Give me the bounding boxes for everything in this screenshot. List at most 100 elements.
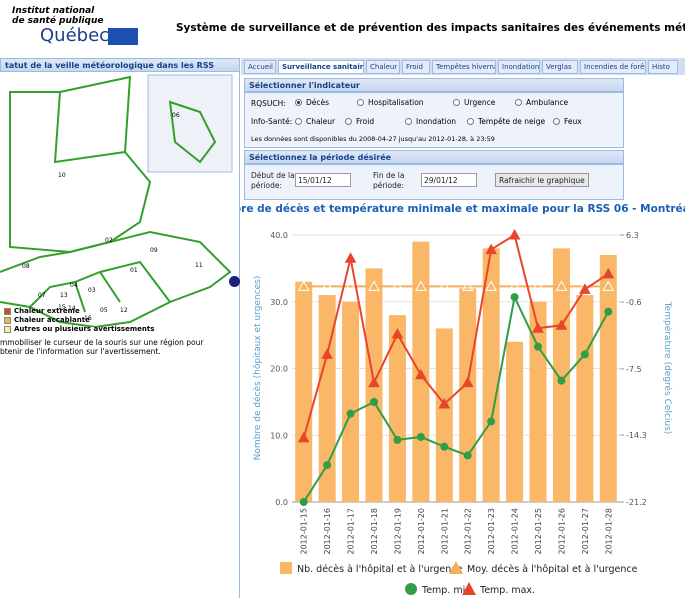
point: [602, 267, 615, 279]
x-tick-label: 2012-01-23: [487, 508, 496, 555]
point: [510, 293, 519, 302]
radio-label: Froid: [356, 117, 375, 126]
section-title: Sélectionner l'indicateur: [244, 78, 624, 92]
radio-label: Tempête de neige: [478, 117, 546, 126]
indicator-form: RQSUCH: Décès Hospitalisation Urgence Ambula…: [244, 92, 624, 148]
point: [346, 409, 355, 418]
point: [321, 280, 333, 291]
bar: [552, 248, 570, 502]
x-tick-label: 2012-01-21: [440, 508, 449, 555]
x-tick-label: 2012-01-24: [511, 508, 520, 555]
legend-swatch: [449, 561, 463, 574]
radio[interactable]: [295, 99, 302, 106]
point: [579, 283, 591, 294]
x-tick-label: 2012-01-16: [323, 508, 332, 555]
y-tick-label: 10.0: [270, 431, 288, 440]
map-legend: Chaleur extrême Chaleur accablante Autres …: [0, 307, 240, 388]
point: [368, 280, 380, 291]
tab-bar: Accueil Surveillance sanitaire Chaleur Froi…: [241, 58, 685, 75]
tab[interactable]: Verglas: [542, 60, 578, 74]
radio[interactable]: [453, 99, 460, 106]
period-form: Début de la période: 15/01/12 Fin de la …: [244, 164, 624, 200]
point: [487, 417, 496, 426]
map-svg: 10 02 09 08 04 03 01 11 07 13 15 14 16 05 12 06: [0, 74, 233, 327]
note: Les données sont disponibles du 2008-04-…: [251, 135, 495, 143]
y2-tick-label: -21.2: [626, 498, 647, 507]
refresh-button[interactable]: Rafraichir le graphique: [495, 173, 589, 187]
tab[interactable]: Tempêtes hivernales: [432, 60, 496, 74]
x-tick-label: 2012-01-17: [347, 508, 356, 555]
app-title: Système de surveillance et de prévention…: [176, 22, 685, 34]
map-label: 13: [60, 292, 68, 299]
point: [557, 376, 566, 385]
inset: [147, 74, 233, 173]
point: [532, 322, 544, 333]
legend-label: Nb. décès à l'hôpital et à l'urgence: [297, 564, 462, 575]
bar: [388, 315, 406, 502]
map-label: 11: [195, 262, 203, 269]
left-panel: tatut de la veille météorologique dans l…: [0, 58, 240, 598]
label: Début de la: [251, 171, 295, 180]
map-label: 07: [38, 292, 46, 299]
radio[interactable]: [405, 118, 412, 125]
label: Fin de la: [373, 171, 405, 180]
header: Institut national de santé publique Québ…: [0, 0, 685, 50]
chart-title: Nombre de décès et température minimale …: [240, 203, 685, 215]
map-label: 01: [130, 267, 138, 274]
message: btenir de l'information sur l'avertissem…: [0, 347, 161, 356]
point: [461, 280, 474, 291]
point: [391, 280, 404, 291]
radio[interactable]: [345, 118, 352, 125]
tab[interactable]: Incendies de forêt: [580, 60, 646, 74]
x-tick-label: 2012-01-26: [557, 508, 566, 555]
radio-label: Feux: [564, 117, 582, 126]
y-tick-label: 20.0: [270, 365, 288, 374]
radio[interactable]: [553, 118, 560, 125]
legend-swatch: [405, 583, 417, 595]
y2-tick-label: -0.6: [626, 298, 642, 307]
radio-label: Urgence: [464, 98, 496, 107]
legend-label: Chaleur extrême: [14, 307, 80, 315]
y-axis-label: Nombre de décès (hôpitaux et urgences): [252, 276, 263, 461]
y2-axis-label: Température (degrés Celcius): [662, 301, 673, 435]
radio[interactable]: [357, 99, 364, 106]
x-tick-label: 2012-01-25: [534, 508, 543, 555]
x-tick-label: 2012-01-22: [464, 508, 473, 555]
tab[interactable]: Histo: [648, 60, 678, 74]
x-tick-label: 2012-01-15: [300, 508, 309, 555]
tab[interactable]: Chaleur: [366, 60, 400, 74]
point: [297, 280, 310, 291]
message: mmobiliser le curseur de la souris sur u…: [0, 338, 204, 347]
radio[interactable]: [295, 118, 302, 125]
panel-title: tatut de la veille météorologique dans l…: [0, 58, 240, 72]
radio-label: Inondation: [416, 117, 457, 126]
y-tick-label: 30.0: [270, 298, 288, 307]
inset-border: [168, 100, 217, 164]
map-label: 15: [58, 304, 66, 311]
tab[interactable]: Accueil: [244, 60, 276, 74]
bar: [342, 301, 360, 502]
point: [391, 328, 404, 339]
label: RQSUCH:: [251, 99, 286, 108]
tab[interactable]: Froid: [402, 60, 430, 74]
date-input[interactable]: 15/01/12: [295, 173, 351, 187]
map-label: 08: [22, 263, 30, 270]
zoom-btn[interactable]: [229, 276, 240, 287]
label: période:: [373, 181, 405, 190]
legend-swatch: [4, 326, 11, 333]
tab[interactable]: Surveillance sanitaire: [278, 60, 364, 74]
tab[interactable]: Inondations: [498, 60, 540, 74]
x-tick-label: 2012-01-19: [393, 508, 402, 555]
radio[interactable]: [515, 99, 522, 106]
point: [370, 397, 378, 406]
region-border: [53, 91, 126, 164]
y-tick-label: 0.0: [275, 498, 288, 507]
point: [438, 280, 451, 291]
date-input[interactable]: 29/01/12: [421, 173, 477, 187]
point: [508, 280, 521, 291]
bar: [599, 255, 617, 502]
radio[interactable]: [467, 118, 474, 125]
map-label: 06: [172, 112, 180, 119]
label: période:: [251, 181, 283, 190]
map-label: 05: [100, 307, 108, 314]
